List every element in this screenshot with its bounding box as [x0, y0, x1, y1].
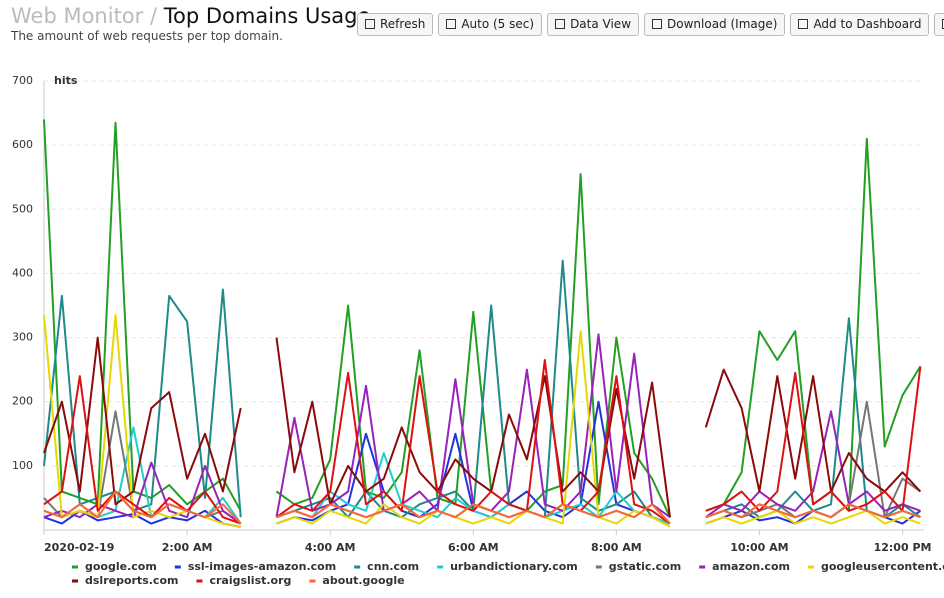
- y-tick-label: 600: [12, 138, 33, 151]
- toolbar-button[interactable]: Data View: [547, 13, 640, 36]
- legend-label[interactable]: craigslist.org: [209, 574, 291, 587]
- button-label: Add to Dashboard: [813, 17, 922, 31]
- title: Web Monitor / Top Domains Usage: [11, 4, 370, 28]
- x-tick-label: 6:00 AM: [448, 541, 499, 554]
- legend-label[interactable]: urbandictionary.com: [450, 560, 578, 573]
- legend-label[interactable]: about.google: [322, 574, 404, 587]
- button-label: Download (Image): [667, 17, 778, 31]
- icon: [942, 19, 944, 29]
- icon: [365, 19, 375, 29]
- legend-label[interactable]: ssl-images-amazon.com: [188, 560, 336, 573]
- toolbar-button[interactable]: Add to Dashboard: [790, 13, 930, 36]
- y-tick-label: 300: [12, 331, 33, 344]
- toolbar-button[interactable]: Auto (5 sec): [438, 13, 543, 36]
- y-axis-label: hits: [54, 74, 78, 87]
- icon: [555, 19, 566, 29]
- legend-label[interactable]: dslreports.com: [85, 574, 178, 587]
- y-tick-label: 700: [12, 74, 33, 87]
- header: Web Monitor / Top Domains Usage The amou…: [11, 4, 370, 43]
- series-line: [43, 359, 922, 525]
- subtitle: The amount of web requests per top domai…: [11, 29, 283, 43]
- toolbar: Refresh Auto (5 sec) Data View Download (Im…: [357, 13, 944, 36]
- toolbar-button[interactable]: Refresh: [357, 13, 434, 36]
- series-line: [43, 336, 922, 518]
- button-label: Auto (5 sec): [461, 17, 535, 31]
- button-label: Refresh: [380, 17, 426, 31]
- x-tick-label: 8:00 AM: [591, 541, 642, 554]
- button-label: Data View: [570, 17, 632, 31]
- x-tick-label: 2020-02-19: [44, 541, 114, 554]
- y-tick-label: 200: [12, 395, 33, 408]
- x-tick-label: 2:00 AM: [162, 541, 213, 554]
- icon: [798, 19, 809, 29]
- page-title: Top Domains Usage: [163, 4, 371, 28]
- series-line: [43, 119, 922, 518]
- x-tick-label: 4:00 AM: [305, 541, 356, 554]
- y-tick-label: 400: [12, 266, 33, 279]
- separator: /: [149, 4, 158, 28]
- icon: [446, 19, 457, 29]
- y-tick-label: 500: [12, 202, 33, 215]
- icon: [652, 19, 663, 29]
- toolbar-button[interactable]: S: [934, 13, 944, 36]
- legend-label[interactable]: google.com: [85, 560, 157, 573]
- y-tick-label: 100: [12, 459, 33, 472]
- legend-label[interactable]: amazon.com: [712, 560, 790, 573]
- x-tick-label: 12:00 PM: [874, 541, 932, 554]
- x-tick-label: 10:00 AM: [730, 541, 788, 554]
- breadcrumb[interactable]: Web Monitor: [11, 4, 144, 28]
- legend-label[interactable]: cnn.com: [367, 560, 419, 573]
- toolbar-button[interactable]: Download (Image): [644, 13, 786, 36]
- series-line: [43, 490, 921, 525]
- series-line: [43, 333, 921, 525]
- legend-label[interactable]: googleusercontent.com: [821, 560, 944, 573]
- legend-label[interactable]: gstatic.com: [609, 560, 681, 573]
